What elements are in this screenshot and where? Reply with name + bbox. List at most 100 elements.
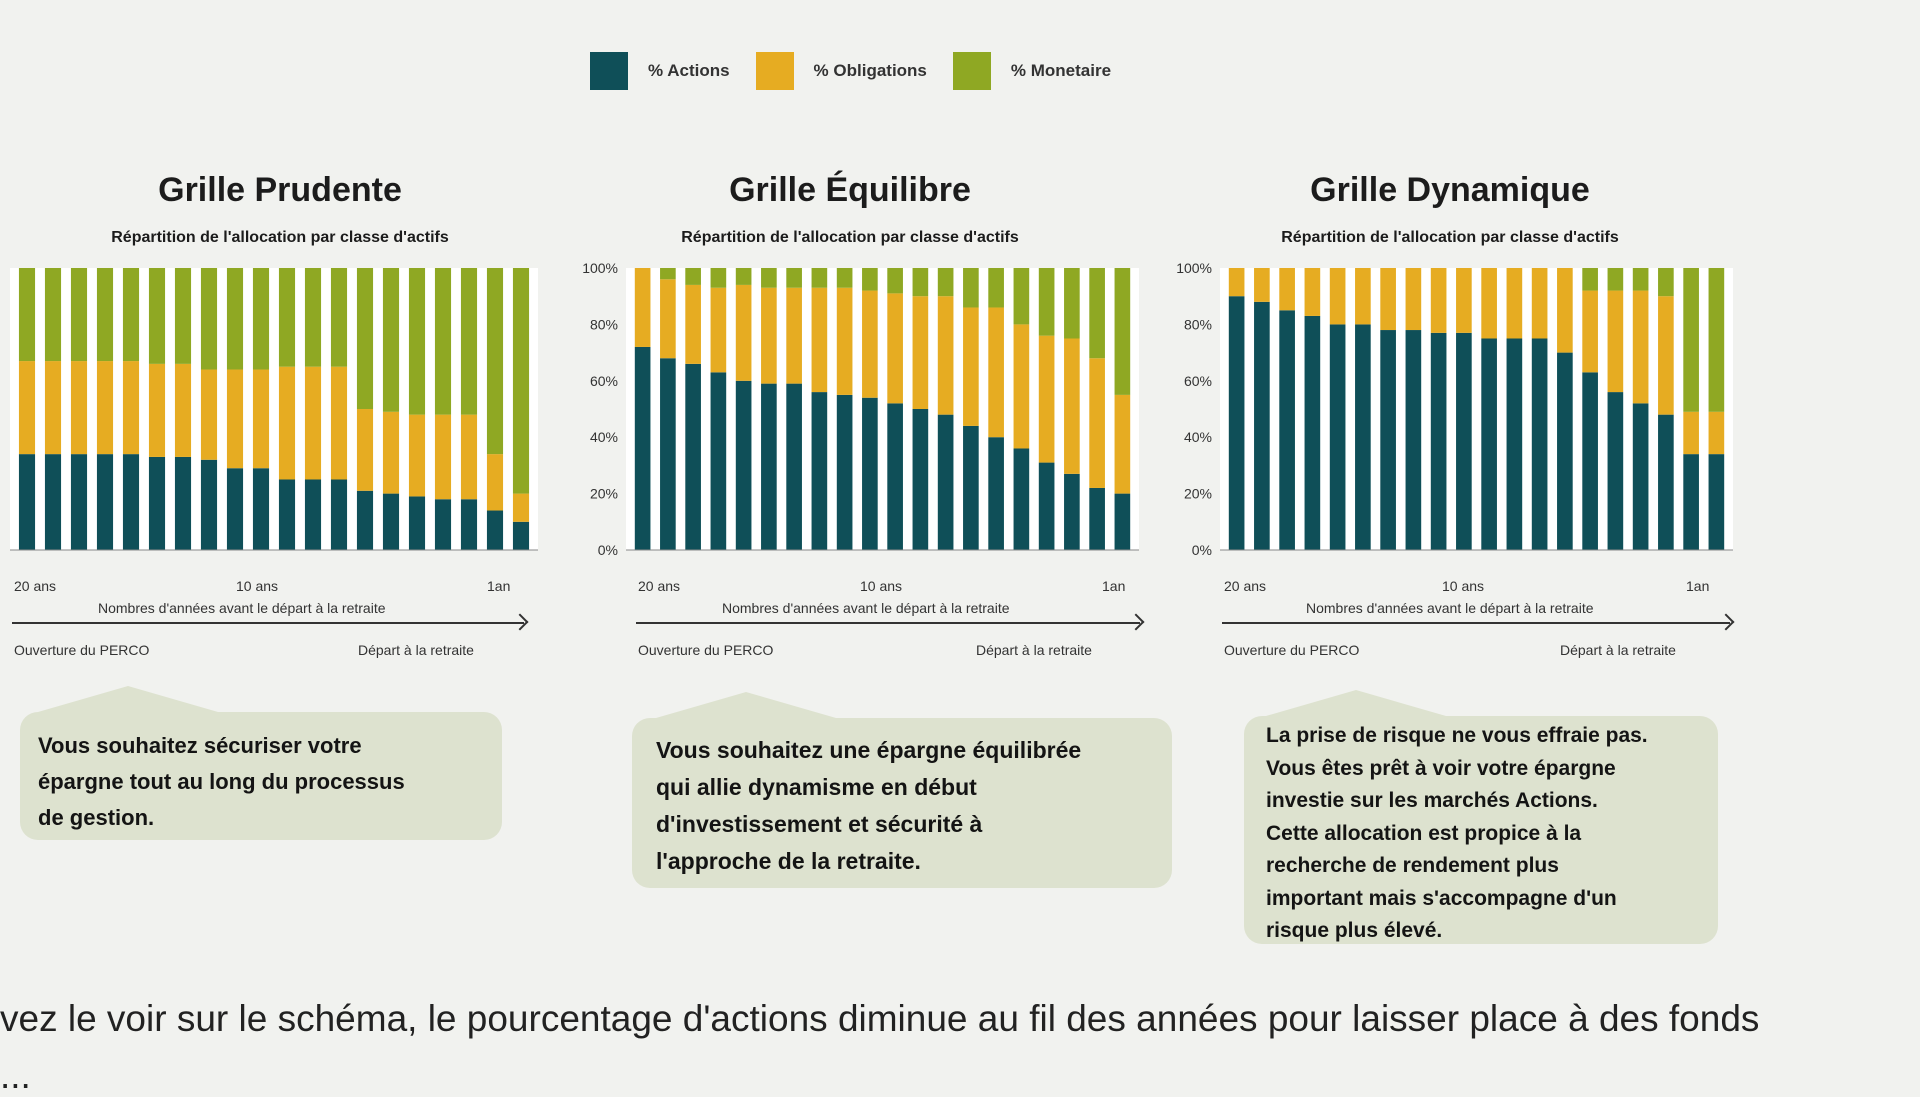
bar-segment-monetaire	[200, 268, 218, 370]
x-axis-title: Nombres d'années avant le départ à la re…	[1306, 600, 1594, 616]
bar-segment-actions	[1708, 454, 1725, 550]
bar-segment-actions	[1405, 330, 1422, 550]
bar-segment-monetaire	[811, 268, 828, 288]
legend-item-actions: % Actions	[590, 52, 730, 90]
bar-segment-actions	[1683, 454, 1699, 550]
bar-segment-monetaire	[1683, 268, 1699, 412]
bar-segment-actions	[486, 510, 504, 550]
stacked-bar-chart-equilibre: 0% 20% 40% 60% 80% 100%	[582, 260, 1139, 558]
timeline-arrow	[12, 622, 524, 624]
bar-segment-actions	[1114, 493, 1131, 550]
bar-segment-monetaire	[761, 268, 777, 288]
y-tick-label: 60%	[1184, 373, 1212, 389]
footer-text-line2: ...	[0, 1055, 31, 1096]
legend-swatch-monetaire	[952, 52, 991, 90]
bar-segment-obligations	[1329, 268, 1346, 325]
bar-segment-obligations	[1254, 268, 1270, 302]
bar-segment-monetaire	[304, 268, 322, 367]
x-end-label: 1an	[1686, 578, 1710, 594]
bar-segment-monetaire	[1632, 268, 1649, 291]
bar-segment-actions	[434, 499, 452, 550]
bar-segment-actions	[148, 456, 166, 550]
bar-segment-actions	[937, 414, 954, 550]
timeline-arrow	[636, 622, 1140, 624]
bar-segment-actions	[1430, 332, 1447, 550]
bar-segment-obligations	[1430, 268, 1447, 333]
y-tick-label: 20%	[1184, 486, 1212, 502]
bar-segment-actions	[96, 454, 114, 550]
bar-segment-monetaire	[937, 268, 954, 297]
legend-label-obligations: % Obligations	[813, 61, 927, 80]
bar-segment-actions	[460, 499, 478, 550]
bubble-text: Vous souhaitez sécuriser votre épargne t…	[38, 733, 405, 830]
legend-swatch-actions	[590, 52, 628, 90]
bar-segment-actions	[226, 468, 244, 550]
bar-segment-actions	[1013, 448, 1030, 550]
bar-segment-monetaire	[122, 268, 140, 362]
bar-segment-obligations	[1355, 268, 1371, 325]
bar-segment-monetaire	[408, 268, 426, 415]
x-start-label: 20 ans	[14, 578, 57, 594]
bar-segment-obligations	[988, 307, 1004, 438]
start-label: Ouverture du PERCO	[1224, 642, 1360, 658]
x-start-label: 20 ans	[1224, 578, 1267, 594]
bar-segment-actions	[862, 397, 878, 550]
bar-segment-obligations	[1531, 268, 1548, 339]
x-axis-title: Nombres d'années avant le départ à la re…	[98, 600, 386, 616]
legend-item-monetaire: % Monetaire	[952, 52, 1111, 90]
panel-dynamique: Grille Dynamique Répartition de l'alloca…	[1160, 168, 1733, 658]
bar-segment-monetaire	[887, 268, 903, 294]
bar-segment-actions	[1254, 301, 1270, 550]
bar-segment-monetaire	[226, 268, 244, 370]
bar-segment-obligations	[1582, 290, 1598, 373]
bar-segment-obligations	[1607, 290, 1624, 393]
timeline-arrow	[1222, 622, 1730, 624]
bar-segment-actions	[836, 394, 853, 550]
bar-segment-monetaire	[1114, 268, 1131, 395]
bar-segment-obligations	[735, 284, 752, 381]
bar-segment-obligations	[460, 414, 478, 500]
bar-segment-actions	[1557, 352, 1573, 550]
start-label: Ouverture du PERCO	[638, 642, 774, 658]
bar-segment-monetaire	[912, 268, 929, 297]
bar-segment-obligations	[685, 284, 701, 364]
bar-segment-monetaire	[18, 268, 36, 362]
bar-segment-monetaire	[434, 268, 452, 415]
bar-segment-monetaire	[174, 268, 192, 364]
bar-segment-monetaire	[836, 268, 853, 288]
y-tick-label: 40%	[590, 429, 618, 445]
bar-segment-obligations	[887, 293, 903, 404]
bar-segment-monetaire	[1658, 268, 1674, 297]
bar-segment-actions	[44, 454, 62, 550]
bar-segment-obligations	[1064, 338, 1080, 474]
stacked-bar-chart-prudente	[10, 268, 538, 551]
panel-title: Grille Prudente	[158, 171, 402, 209]
end-label: Départ à la retraite	[976, 642, 1092, 658]
x-mid-label: 10 ans	[860, 578, 903, 594]
bar-segment-actions	[887, 403, 903, 550]
y-tick-label: 20%	[590, 486, 618, 502]
y-tick-label: 100%	[1176, 260, 1212, 276]
legend-swatch-obligations	[755, 52, 794, 90]
bar-segment-actions	[963, 425, 979, 550]
x-axis-title: Nombres d'années avant le départ à la re…	[722, 600, 1010, 616]
bar-segment-obligations	[1380, 268, 1396, 331]
x-start-label: 20 ans	[638, 578, 681, 594]
bar-segment-obligations	[1632, 290, 1649, 404]
bar-segment-obligations	[200, 369, 218, 460]
bar-segment-obligations	[304, 366, 322, 480]
bar-segment-actions	[1228, 296, 1245, 550]
bar-segment-obligations	[862, 290, 878, 398]
bar-segment-monetaire	[512, 268, 530, 494]
bar-segment-actions	[1531, 338, 1548, 550]
bubble-text: Vous souhaitez une épargne équilibrée qu…	[656, 737, 1082, 874]
bar-segment-obligations	[1456, 268, 1472, 333]
bar-segment-obligations	[44, 361, 62, 455]
bar-segment-obligations	[1089, 358, 1105, 488]
panel-prudente: Grille Prudente Répartition de l'allocat…	[0, 168, 560, 658]
bar-segment-obligations	[1013, 324, 1030, 449]
bar-segment-actions	[1064, 473, 1080, 550]
bar-segment-obligations	[786, 287, 802, 384]
bar-segment-actions	[278, 479, 296, 550]
bar-segment-actions	[912, 409, 929, 550]
